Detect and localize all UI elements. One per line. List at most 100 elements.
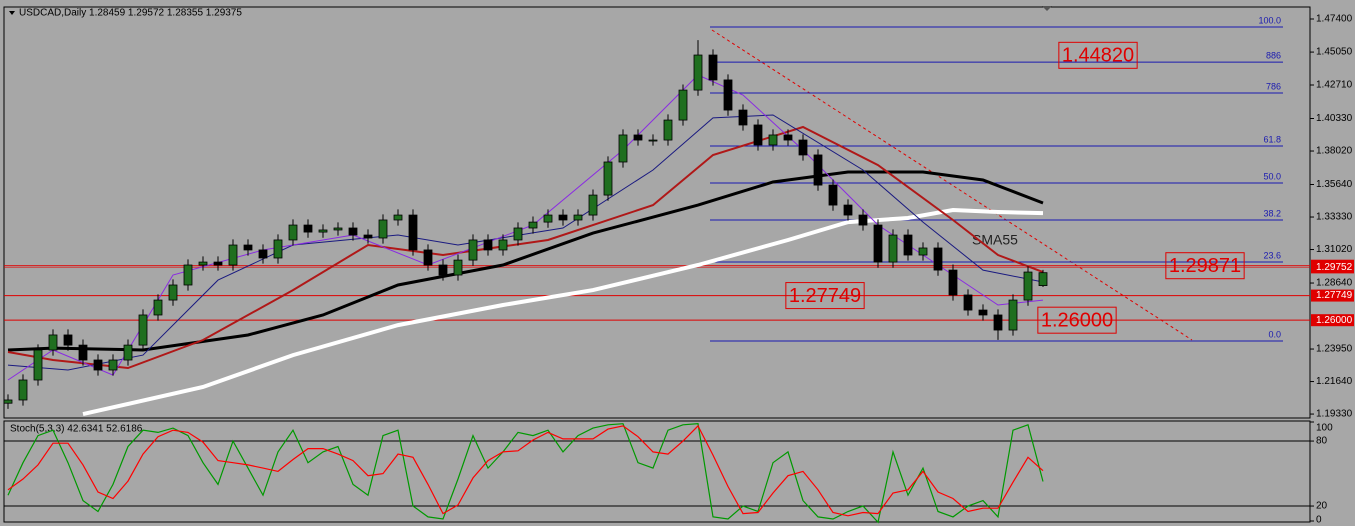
- candle-body: [33, 349, 43, 381]
- candle-body: [363, 234, 373, 239]
- candle-body: [678, 89, 688, 121]
- fib-label: 23.6: [1263, 250, 1281, 260]
- candle-body: [828, 184, 838, 206]
- candle-body: [933, 247, 943, 271]
- candle-body: [318, 229, 328, 233]
- candle-body: [993, 314, 1003, 331]
- stoch-title: Stoch(5,3,3) 42.6341 52.6186: [10, 424, 143, 435]
- candle-body: [753, 124, 763, 146]
- candle-body: [78, 344, 88, 361]
- candle-body: [558, 214, 568, 221]
- y-tick-label: 1.28640: [1316, 278, 1353, 289]
- candle-body: [798, 139, 808, 156]
- fib-label: 886: [1266, 50, 1281, 60]
- level-label: 1.44820: [1062, 45, 1134, 67]
- candle-body: [153, 299, 163, 316]
- menu-arrow[interactable]: [9, 11, 15, 15]
- candle-body: [903, 234, 913, 256]
- candle-body: [483, 239, 493, 251]
- y-tick-label: 0: [1316, 515, 1322, 526]
- stoch-panel: [3, 420, 1311, 523]
- candle-body: [408, 214, 418, 251]
- candle-body: [588, 194, 598, 216]
- candle-body: [168, 284, 178, 301]
- candle-body: [513, 227, 523, 241]
- candle-body: [783, 134, 793, 141]
- candle-body: [378, 219, 388, 239]
- y-tick-label: 1.19330: [1316, 409, 1353, 420]
- candle-body: [918, 247, 928, 256]
- candle-body: [633, 134, 643, 141]
- candle-body: [543, 214, 553, 223]
- candle-body: [108, 359, 118, 371]
- candle-body: [123, 344, 133, 361]
- candle-body: [738, 109, 748, 126]
- axis-marker-label: 1.27749: [1316, 290, 1353, 301]
- candle-body: [138, 314, 148, 346]
- level-box: [1058, 41, 1138, 69]
- y-tick-label: 1.38020: [1316, 146, 1353, 157]
- moving-average: [7, 125, 1044, 370]
- fib-label: 38.2: [1263, 208, 1281, 218]
- moving-average: [7, 114, 1044, 371]
- fib-label: 0.0: [1268, 329, 1281, 339]
- candle-body: [228, 244, 238, 266]
- candle-body: [1023, 271, 1033, 301]
- y-tick-label: 1.23950: [1316, 344, 1353, 355]
- candle-body: [288, 224, 298, 241]
- axis-marker: [1311, 289, 1354, 302]
- candle-body: [708, 54, 718, 81]
- candle-body: [18, 379, 28, 401]
- y-tick-label: 1.21640: [1316, 376, 1353, 387]
- candle-body: [603, 161, 613, 196]
- fib-label: 786: [1266, 81, 1281, 91]
- candle-body: [648, 139, 658, 142]
- trend-line: [711, 29, 1193, 341]
- candle-body: [498, 239, 508, 251]
- candle-body: [258, 249, 268, 259]
- candle-body: [693, 54, 703, 91]
- y-tick-label: 1.42710: [1316, 80, 1353, 91]
- fib-label: 50.0: [1263, 171, 1281, 181]
- fib-label: 61.8: [1263, 134, 1281, 144]
- candle-body: [183, 264, 193, 286]
- candle-body: [873, 224, 883, 263]
- candle-body: [453, 259, 463, 276]
- stoch-line: [7, 424, 1044, 517]
- candle-body: [333, 227, 343, 231]
- level-box: [1165, 252, 1245, 280]
- moving-average: [7, 170, 1044, 352]
- candle-body: [3, 399, 13, 404]
- candle-body: [618, 134, 628, 163]
- level-box: [1037, 306, 1117, 334]
- moving-average: [82, 207, 1044, 417]
- candle-body: [438, 264, 448, 276]
- candle-body: [393, 214, 403, 221]
- y-tick-label: 1.40330: [1316, 113, 1353, 124]
- y-tick-label: 1.31020: [1316, 244, 1353, 255]
- candle-body: [768, 134, 778, 146]
- fib-label: 100.0: [1258, 15, 1281, 25]
- candle-body: [243, 244, 253, 251]
- y-tick-label: 20: [1316, 501, 1328, 512]
- candle-body: [423, 249, 433, 266]
- axis-marker-label: 1.26000: [1316, 315, 1353, 326]
- candle-body: [843, 204, 853, 216]
- y-tick-label: 80: [1316, 436, 1328, 447]
- candle-body: [273, 239, 283, 259]
- candle-body: [858, 214, 868, 226]
- candle-body: [468, 239, 478, 261]
- candle-body: [963, 294, 973, 311]
- candle-body: [663, 119, 673, 141]
- shift-marker: [1042, 6, 1052, 11]
- candle-body: [723, 79, 733, 111]
- candle-body: [888, 234, 898, 263]
- candle-body: [48, 334, 58, 351]
- level-label: 1.27749: [789, 285, 861, 307]
- candle-body: [528, 221, 538, 229]
- candle-body: [573, 214, 583, 221]
- candle-body: [813, 154, 823, 186]
- candle-body: [93, 359, 103, 371]
- price-marker-label: 1.29752: [1316, 262, 1353, 273]
